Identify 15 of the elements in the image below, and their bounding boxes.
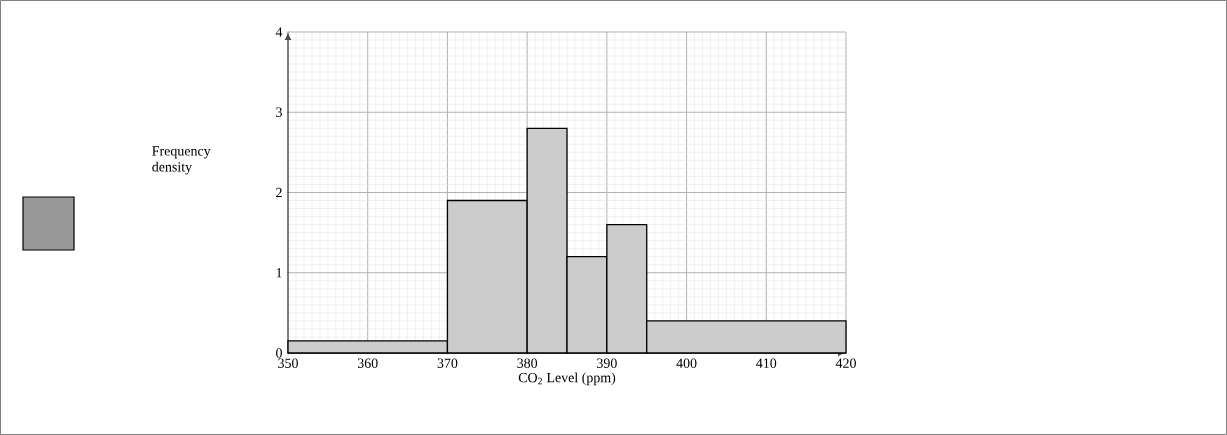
y-tick-label: 2 <box>276 187 282 198</box>
x-tick-label: 400 <box>676 358 697 368</box>
y-tick-label: 1 <box>276 268 282 278</box>
y-axis-title: Frequency density <box>152 146 211 175</box>
x-tick-label: 370 <box>437 358 458 368</box>
x-tick-label: 350 <box>278 358 298 368</box>
y-tick-label: 4 <box>275 27 283 37</box>
y-tick-label: 3 <box>276 107 282 117</box>
x-tick-label: 410 <box>756 358 777 368</box>
x-axis-title: CO$_{2}$ Level (ppm) <box>518 372 616 386</box>
x-tick-label: 420 <box>835 358 856 368</box>
x-tick-label: 390 <box>597 358 617 368</box>
y-tick-label: 0 <box>276 348 282 358</box>
x-tick-label: 360 <box>357 358 378 368</box>
x-tick-label: 380 <box>517 358 538 368</box>
